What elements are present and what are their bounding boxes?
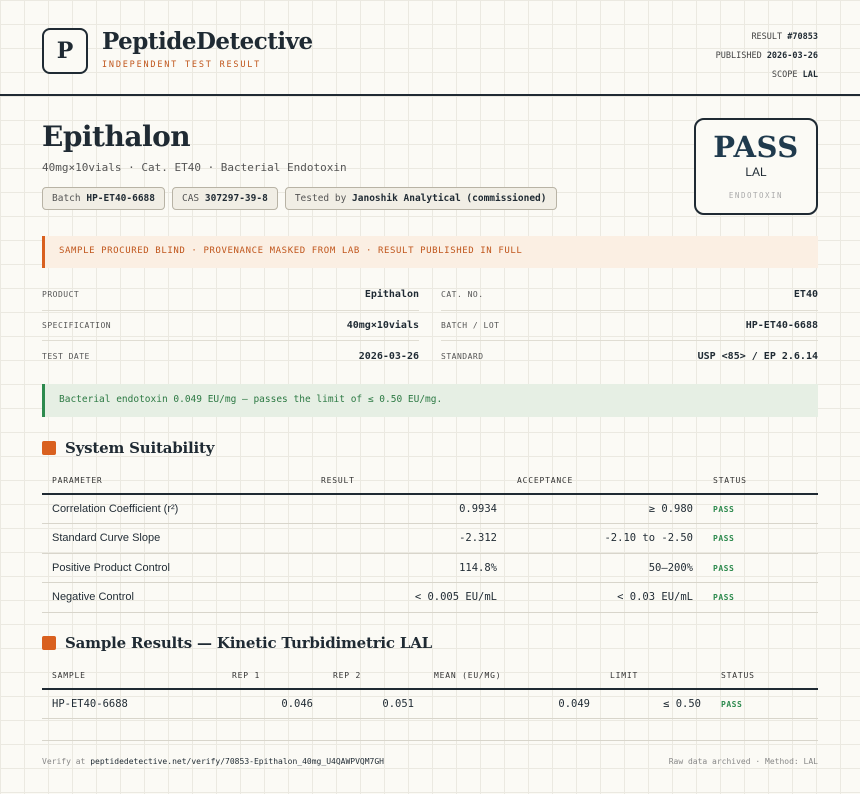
table-row: Negative Control < 0.005 EU/mL < 0.03 EU… — [42, 582, 818, 613]
table-row: Standard Curve Slope -2.312 -2.10 to -2.… — [42, 523, 818, 554]
verify-line: Verify at peptidedetective.net/verify/70… — [42, 757, 384, 766]
info-row-specification: SPECIFICATION 40mg×10vials — [42, 311, 419, 341]
info-grid-right: CAT. NO. ET40 BATCH / LOT HP-ET40-6688 STA… — [441, 280, 818, 372]
sample-results-table: SAMPLE REP 1 REP 2 MEAN (EU/MG) LIMIT ST… — [42, 662, 818, 719]
section-title: Sample Results — Kinetic Turbidimetric L… — [65, 634, 433, 652]
section-sample-results: Sample Results — Kinetic Turbidimetric L… — [42, 634, 432, 652]
page-subtitle: 40mg×10vials · Cat. ET40 · Bacterial End… — [42, 161, 347, 174]
report-header: P PeptideDetective INDEPENDENT TEST RESU… — [0, 0, 860, 96]
table-row: HP-ET40-6688 0.046 0.051 0.049 ≤ 0.50 PA… — [42, 689, 818, 719]
table-row: Positive Product Control 114.8% 50–200% … — [42, 553, 818, 583]
logo: P — [42, 28, 88, 74]
brand-name: PeptideDetective — [102, 28, 313, 55]
section-marker-icon — [42, 441, 56, 455]
suitability-table: PARAMETER RESULT ACCEPTANCE STATUS Corre… — [42, 467, 818, 613]
tested-by-chip: Tested by Janoshik Analytical (commissio… — [284, 187, 557, 210]
page-title: Epithalon — [42, 120, 191, 153]
meta-result: RESULT #70853 — [751, 32, 818, 42]
cas-chip: CAS 307297-39-8 — [171, 187, 278, 210]
verdict-result: PASS — [713, 130, 799, 164]
status-badge: PASS — [721, 700, 743, 709]
chip-row: Batch HP-ET40-6688 CAS 307297-39-8 Teste… — [42, 187, 557, 210]
status-badge: PASS — [713, 593, 735, 603]
meta-published: PUBLISHED 2026-03-26 — [715, 51, 818, 61]
verdict-method: LAL — [745, 165, 767, 179]
result-summary: Bacterial endotoxin 0.049 EU/mg — passes… — [42, 384, 818, 417]
info-grid-left: PRODUCT Epithalon SPECIFICATION 40mg×10via… — [42, 280, 419, 372]
verify-link[interactable]: peptidedetective.net/verify/70853-Epitha… — [90, 757, 384, 766]
blind-notice: SAMPLE PROCURED BLIND · PROVENANCE MASKE… — [42, 236, 818, 268]
table-header: PARAMETER RESULT ACCEPTANCE STATUS — [42, 467, 818, 495]
verdict-stamp: PASS LAL ENDOTOXIN — [694, 118, 818, 215]
status-badge: PASS — [713, 563, 735, 573]
section-title: System Suitability — [65, 439, 215, 457]
report-meta: RESULT #70853 PUBLISHED 2026-03-26 SCOPE… — [716, 28, 818, 85]
table-row: Correlation Coefficient (r²) 0.9934 ≥ 0.… — [42, 494, 818, 524]
info-row-product: PRODUCT Epithalon — [42, 280, 419, 311]
verdict-label: ENDOTOXIN — [728, 191, 784, 200]
meta-scope: SCOPE LAL — [771, 70, 818, 80]
status-badge: PASS — [713, 505, 735, 514]
logo-letter: P — [56, 38, 74, 64]
table-header: SAMPLE REP 1 REP 2 MEAN (EU/MG) LIMIT ST… — [42, 662, 818, 690]
footer-note: Raw data archived · Method: LAL — [668, 757, 818, 766]
status-badge: PASS — [713, 534, 735, 544]
report-footer: Verify at peptidedetective.net/verify/70… — [42, 740, 818, 766]
section-system-suitability: System Suitability — [42, 439, 214, 457]
batch-chip: Batch HP-ET40-6688 — [42, 187, 165, 210]
info-row-standard: STANDARD USP <85> / EP 2.6.14 — [441, 350, 818, 362]
brand-tagline: INDEPENDENT TEST RESULT — [102, 60, 262, 70]
info-row-cat-no: CAT. NO. ET40 — [441, 280, 818, 311]
info-row-batch: BATCH / LOT HP-ET40-6688 — [441, 311, 818, 341]
section-marker-icon — [42, 636, 56, 650]
info-row-test-date: TEST DATE 2026-03-26 — [42, 350, 419, 362]
